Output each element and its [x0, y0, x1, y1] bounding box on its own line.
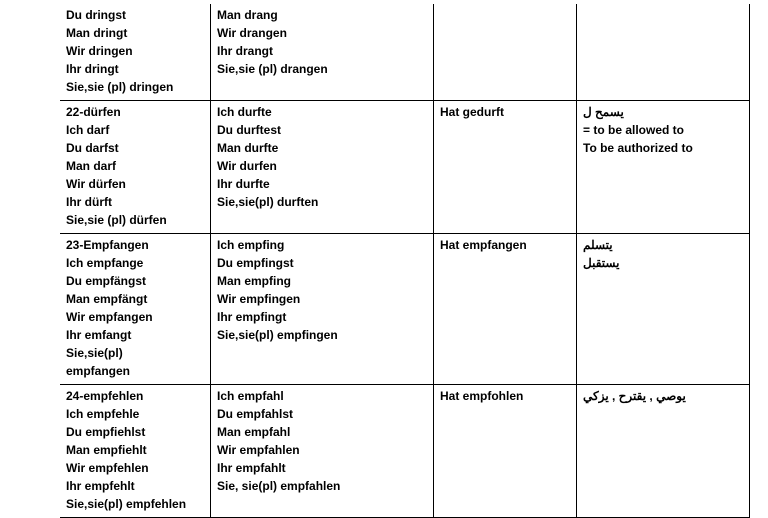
cell-line: Ich empfing	[217, 236, 427, 254]
cell-line: Ihr empfahlt	[217, 459, 427, 477]
cell-line: Man empfing	[217, 272, 427, 290]
page: Du dringstMan dringtWir dringenIhr dring…	[0, 0, 768, 518]
cell-line: Wir dürfen	[66, 175, 204, 193]
cell-line: Wir empfangen	[66, 308, 204, 326]
cell-col4: يتسلميستقبل	[577, 234, 750, 385]
cell-col4	[577, 4, 750, 101]
cell-line: 22-dürfen	[66, 103, 204, 121]
cell-line: Du durftest	[217, 121, 427, 139]
cell-col1: 22-dürfenIch darfDu darfstMan darfWir dü…	[60, 101, 211, 234]
cell-line: Wir drangen	[217, 24, 427, 42]
cell-line: Ich empfehle	[66, 405, 204, 423]
cell-line: Ihr dringt	[66, 60, 204, 78]
cell-line: Ich empfahl	[217, 387, 427, 405]
cell-line: Sie,sie(pl)	[66, 344, 204, 362]
cell-line: يسمح ل	[583, 103, 743, 121]
cell-line: Ich durfte	[217, 103, 427, 121]
cell-line: Man empfängt	[66, 290, 204, 308]
cell-line: Wir dringen	[66, 42, 204, 60]
cell-col4: يسمح ل= to be allowed toTo be authorized…	[577, 101, 750, 234]
cell-col3	[434, 4, 577, 101]
cell-line: Ich darf	[66, 121, 204, 139]
cell-line: Hat empfohlen	[440, 387, 570, 405]
cell-line: Sie,sie (pl) dürfen	[66, 211, 204, 229]
cell-line: Ihr durfte	[217, 175, 427, 193]
cell-line: Du empfiehlst	[66, 423, 204, 441]
table-row: 23-EmpfangenIch empfangeDu empfängstMan …	[60, 234, 750, 385]
cell-col2: Ich empfingDu empfingstMan empfingWir em…	[211, 234, 434, 385]
cell-col4: يوصي , يقترح , يزكي	[577, 385, 750, 518]
cell-col3: Hat empfohlen	[434, 385, 577, 518]
cell-line: Sie,sie(pl) empfehlen	[66, 495, 204, 513]
cell-line: Sie,sie (pl) drangen	[217, 60, 427, 78]
cell-col1: 23-EmpfangenIch empfangeDu empfängstMan …	[60, 234, 211, 385]
cell-line: Wir empfingen	[217, 290, 427, 308]
cell-line: Du empfängst	[66, 272, 204, 290]
cell-col3: Hat gedurft	[434, 101, 577, 234]
cell-line: Man durfte	[217, 139, 427, 157]
cell-col2: Ich durfteDu durftestMan durfteWir durfe…	[211, 101, 434, 234]
verb-table: Du dringstMan dringtWir dringenIhr dring…	[60, 4, 750, 518]
cell-line: Sie,sie (pl) dringen	[66, 78, 204, 96]
cell-col2: Ich empfahlDu empfahlstMan empfahlWir em…	[211, 385, 434, 518]
cell-col1: Du dringstMan dringtWir dringenIhr dring…	[60, 4, 211, 101]
cell-line: Sie,sie(pl) empfingen	[217, 326, 427, 344]
cell-line: Ihr dürft	[66, 193, 204, 211]
cell-line: Du empfahlst	[217, 405, 427, 423]
cell-line: Man empfiehlt	[66, 441, 204, 459]
cell-line: empfangen	[66, 362, 204, 380]
cell-line: Sie,sie(pl) durften	[217, 193, 427, 211]
cell-line: Man empfahl	[217, 423, 427, 441]
cell-line: 24-empfehlen	[66, 387, 204, 405]
cell-line: Ihr empfingt	[217, 308, 427, 326]
cell-line: 23-Empfangen	[66, 236, 204, 254]
cell-line: Du dringst	[66, 6, 204, 24]
table-row: Du dringstMan dringtWir dringenIhr dring…	[60, 4, 750, 101]
cell-line: = to be allowed to	[583, 121, 743, 139]
table-row: 22-dürfenIch darfDu darfstMan darfWir dü…	[60, 101, 750, 234]
cell-line: يستقبل	[583, 254, 743, 272]
cell-line: Ihr drangt	[217, 42, 427, 60]
cell-line: Ich empfange	[66, 254, 204, 272]
cell-line: Wir empfehlen	[66, 459, 204, 477]
cell-line: يتسلم	[583, 236, 743, 254]
cell-col1: 24-empfehlenIch empfehleDu empfiehlstMan…	[60, 385, 211, 518]
cell-line: يوصي , يقترح , يزكي	[583, 387, 743, 405]
cell-line: Man dringt	[66, 24, 204, 42]
cell-line: Ihr emfangt	[66, 326, 204, 344]
cell-line: Man darf	[66, 157, 204, 175]
cell-col3: Hat empfangen	[434, 234, 577, 385]
cell-line: Ihr empfehlt	[66, 477, 204, 495]
table-row: 24-empfehlenIch empfehleDu empfiehlstMan…	[60, 385, 750, 518]
cell-line: To be authorized to	[583, 139, 743, 157]
cell-line: Man drang	[217, 6, 427, 24]
cell-line: Wir durfen	[217, 157, 427, 175]
cell-line: Wir empfahlen	[217, 441, 427, 459]
cell-line: Sie, sie(pl) empfahlen	[217, 477, 427, 495]
cell-col2: Man drangWir drangenIhr drangtSie,sie (p…	[211, 4, 434, 101]
cell-line: Hat empfangen	[440, 236, 570, 254]
cell-line: Hat gedurft	[440, 103, 570, 121]
cell-line: Du empfingst	[217, 254, 427, 272]
cell-line: Du darfst	[66, 139, 204, 157]
